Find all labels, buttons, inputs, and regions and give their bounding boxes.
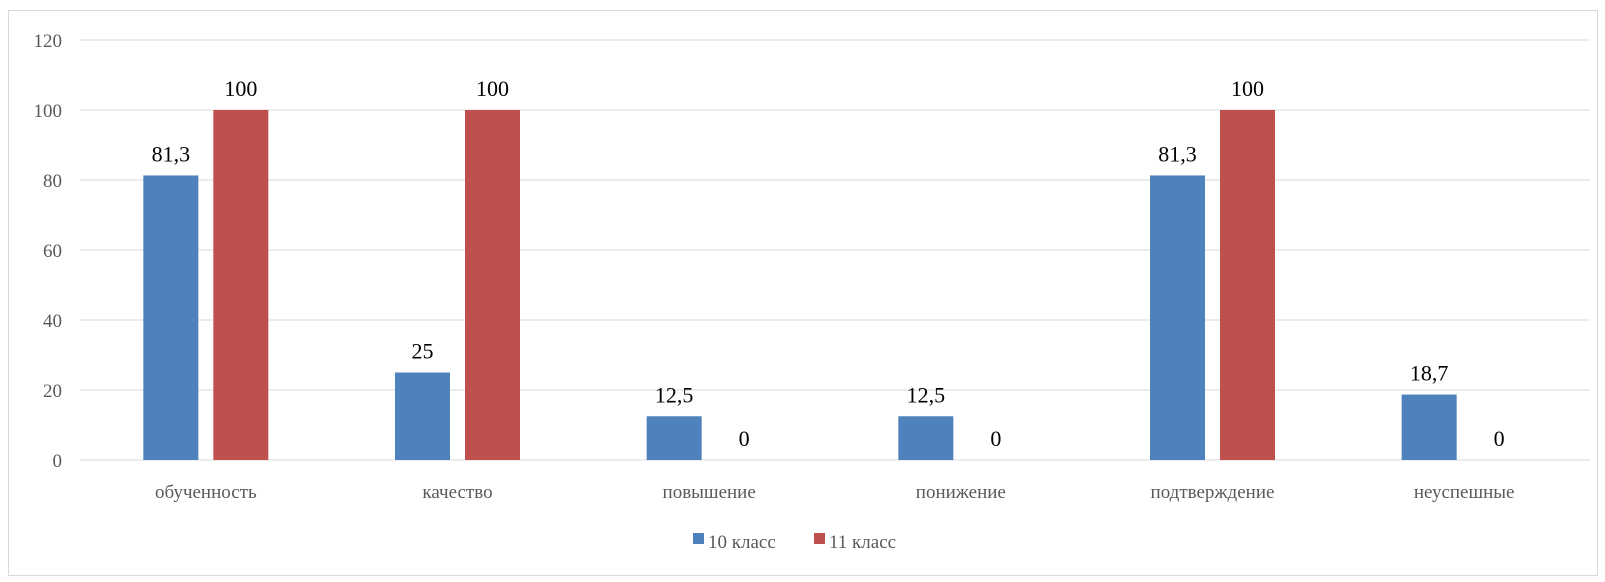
bar-series0-0	[143, 175, 199, 460]
y-tick-label: 20	[43, 381, 62, 402]
data-label-series1-2: 0	[739, 426, 750, 451]
data-label-series1-1: 100	[476, 76, 509, 101]
bars	[143, 110, 1457, 460]
legend-swatch-1	[814, 533, 825, 544]
bar-series0-5	[1401, 394, 1457, 460]
y-tick-label: 80	[43, 171, 62, 192]
category-label: обученность	[155, 482, 257, 503]
bar-series0-1	[395, 372, 450, 460]
bar-series1-1	[465, 110, 520, 460]
y-tick-label: 0	[53, 451, 63, 472]
category-label: повышение	[663, 482, 756, 503]
y-tick-label: 100	[34, 101, 63, 122]
legend-swatch-0	[693, 533, 704, 544]
y-tick-label: 120	[34, 31, 63, 52]
bar-series0-2	[646, 416, 702, 460]
bar-series1-0	[213, 110, 269, 460]
y-tick-label: 40	[43, 311, 62, 332]
data-label-series0-5: 18,7	[1410, 361, 1449, 386]
category-label: подтверждение	[1151, 482, 1275, 503]
data-label-series0-3: 12,5	[907, 382, 946, 407]
chart-frame	[8, 10, 1598, 576]
y-tick-label: 60	[43, 241, 62, 262]
data-label-series1-0: 100	[224, 76, 257, 101]
legend: 10 класс 11 класс	[693, 532, 896, 553]
data-label-series1-5: 0	[1494, 426, 1505, 451]
x-axis-categories: обученность качество повышение понижение под…	[155, 482, 1514, 503]
bar-series0-3	[898, 416, 954, 460]
bar-series1-4	[1220, 110, 1275, 460]
legend-label-0: 10 класс	[708, 532, 776, 553]
data-labels: 81,3 100 25 100 12,5 0 12,5 0 81,3 100 18,7 0	[152, 76, 1505, 451]
data-label-series1-3: 0	[990, 426, 1001, 451]
bar-series0-4	[1150, 175, 1205, 460]
legend-label-1: 11 класс	[829, 532, 896, 553]
y-axis-ticks: 0 20 40 60 80 100 120	[34, 31, 63, 472]
gridlines	[80, 39, 1590, 461]
data-label-series0-0: 81,3	[152, 141, 191, 166]
data-label-series0-2: 12,5	[655, 382, 694, 407]
category-label: понижение	[916, 482, 1006, 503]
data-label-series0-4: 81,3	[1158, 141, 1197, 166]
data-label-series0-1: 25	[412, 339, 434, 364]
data-label-series1-4: 100	[1231, 76, 1264, 101]
category-label: неуспешные	[1414, 482, 1515, 503]
category-label: качество	[422, 482, 492, 503]
